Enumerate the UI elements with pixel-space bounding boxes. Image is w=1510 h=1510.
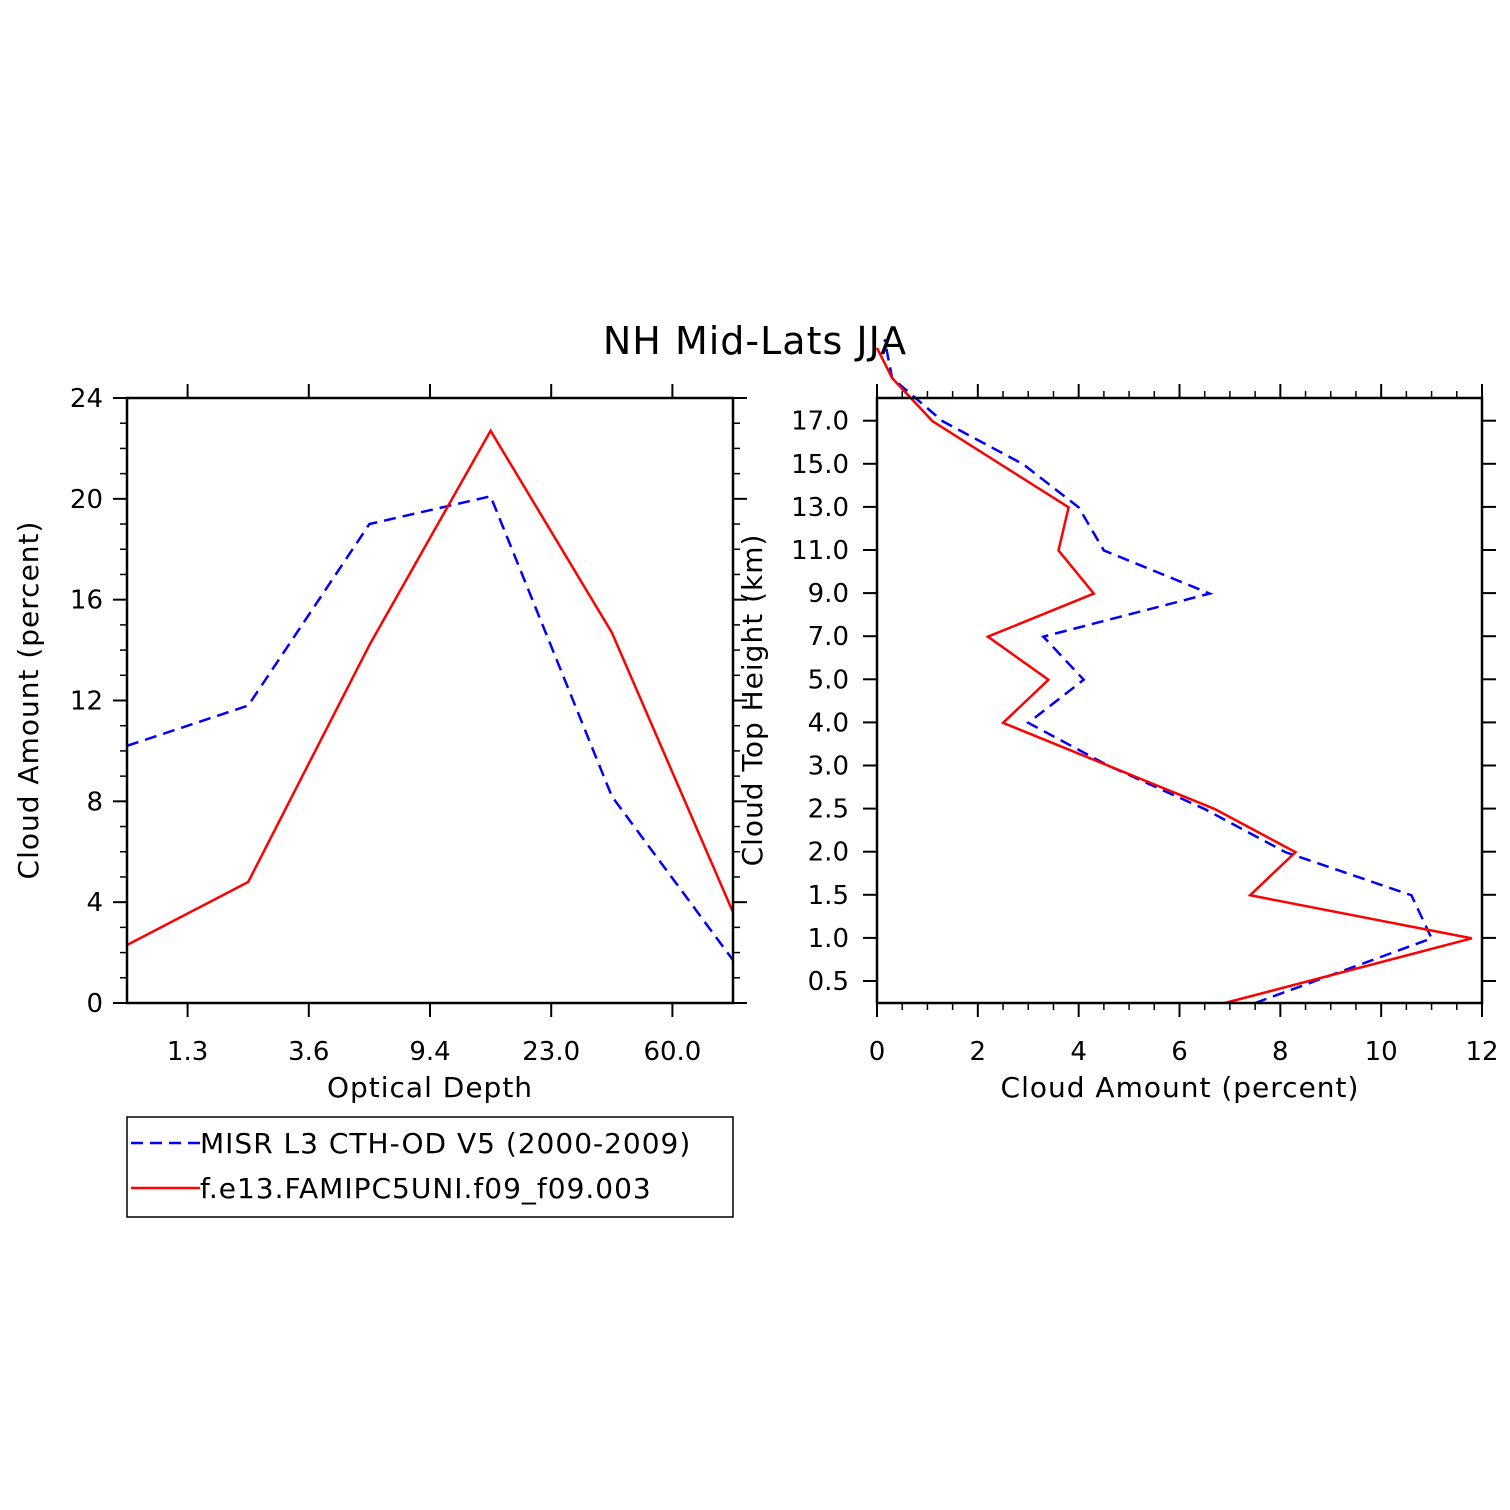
left-x-tick-label: 9.4 [409, 1037, 450, 1067]
legend: MISR L3 CTH-OD V5 (2000-2009) f.e13.FAMI… [126, 1116, 734, 1218]
left-y-tick-label: 8 [86, 787, 103, 817]
right-y-axis-label: Cloud Top Height (km) [736, 534, 769, 867]
right-x-tick-label: 12 [1465, 1037, 1498, 1067]
right-chart-marks [875, 339, 1473, 1005]
left-x-tick-label: 3.6 [288, 1037, 329, 1067]
right-y-tick-label: 1.0 [808, 924, 849, 954]
left-x-tick-label: 23.0 [522, 1037, 580, 1067]
right-chart-ticks: 0 2 4 6 8 10 12 0.5 1.0 1.5 2.0 2.5 3.0 4.0 5.0 7.0 9.0 1… [791, 384, 1499, 1067]
legend-label-model: f.e13.FAMIPC5UNI.f09_f09.003 [200, 1172, 652, 1205]
right-y-tick-label: 4.0 [808, 708, 849, 738]
right-y-tick-label: 15.0 [791, 450, 849, 480]
left-y-tick-label: 0 [86, 989, 103, 1019]
right-y-tick-label: 5.0 [808, 665, 849, 695]
right-y-tick-label: 11.0 [791, 536, 849, 566]
left-x-tick-label: 1.3 [167, 1037, 208, 1067]
right-y-tick-label: 9.0 [808, 579, 849, 609]
right-x-axis-label: Cloud Amount (percent) [1001, 1071, 1360, 1104]
left-series-line-misr [126, 494, 735, 961]
left-chart-ticks: 0 4 8 12 16 20 24 1.3 3.6 9.4 23.0 60.0 [70, 384, 747, 1067]
left-y-tick-label: 16 [70, 586, 103, 616]
right-chart: 0 2 4 6 8 10 12 0.5 1.0 1.5 2.0 2.5 3.0 4.0 5.0 7.0 9.0 1… [736, 339, 1499, 1104]
right-x-tick-label: 2 [970, 1037, 987, 1067]
right-y-tick-label: 0.5 [808, 967, 849, 997]
right-plot-frame [875, 396, 1484, 1005]
right-y-tick-label: 1.5 [808, 881, 849, 911]
right-y-tick-label: 2.5 [808, 795, 849, 825]
right-series-line-misr [883, 339, 1434, 1005]
left-series-line-model [126, 428, 735, 947]
right-x-tick-label: 10 [1365, 1037, 1398, 1067]
right-y-tick-label: 17.0 [791, 407, 849, 437]
right-x-tick-label: 6 [1171, 1037, 1188, 1067]
left-y-tick-label: 12 [70, 687, 103, 717]
left-y-axis-label: Cloud Amount (percent) [12, 521, 45, 880]
right-y-tick-label: 13.0 [791, 493, 849, 523]
left-y-tick-label: 24 [70, 384, 103, 414]
left-y-tick-label: 20 [70, 485, 103, 515]
right-x-tick-label: 8 [1272, 1037, 1289, 1067]
right-y-tick-label: 2.0 [808, 838, 849, 868]
right-series-line-model [875, 347, 1473, 1005]
left-y-tick-label: 4 [86, 888, 103, 918]
left-x-axis-label: Optical Depth [327, 1071, 533, 1104]
right-x-tick-label: 0 [869, 1037, 886, 1067]
figure-title: NH Mid-Lats JJA [603, 319, 907, 363]
right-y-tick-label: 7.0 [808, 622, 849, 652]
left-x-tick-label: 60.0 [643, 1037, 701, 1067]
left-chart: 0 4 8 12 16 20 24 1.3 3.6 9.4 23.0 60.0 Optical Dep… [12, 384, 747, 1104]
right-x-tick-label: 4 [1070, 1037, 1087, 1067]
legend-box [126, 1116, 734, 1218]
right-y-tick-label: 3.0 [808, 752, 849, 782]
left-chart-marks [126, 428, 735, 961]
legend-label-misr: MISR L3 CTH-OD V5 (2000-2009) [200, 1127, 691, 1160]
